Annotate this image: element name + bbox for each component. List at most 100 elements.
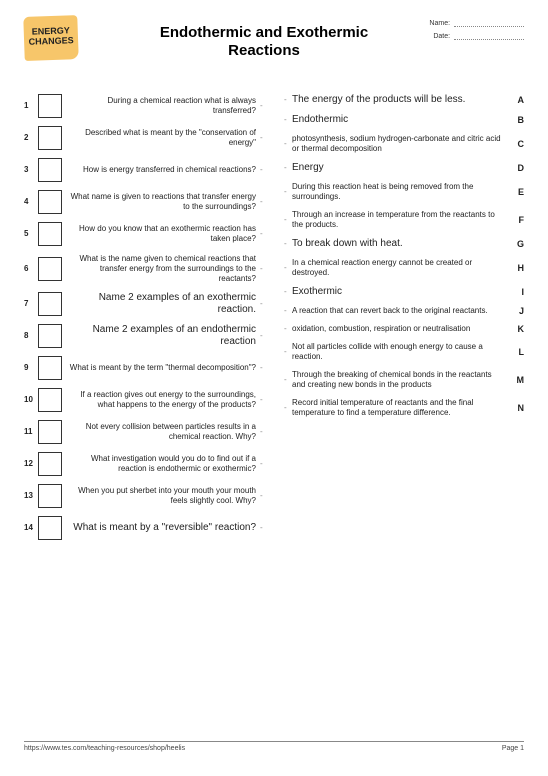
question-number: 8 [24,331,38,341]
answer-dash: - [284,403,292,413]
question-text: Described what is meant by the "conserva… [68,128,258,148]
question-dash: - [258,491,264,501]
answer-dash: - [284,324,292,334]
answer-text: photosynthesis, sodium hydrogen-carbonat… [292,134,510,154]
answer-box[interactable] [38,257,62,281]
footer-url: https://www.tes.com/teaching-resources/s… [24,745,185,752]
question-number: 9 [24,363,38,373]
answer-letter: N [510,403,524,413]
answer-text: Energy [292,162,510,174]
answer-box[interactable] [38,94,62,118]
page-title: Endothermic and Exothermic Reactions [134,24,394,60]
question-row: 11Not every collision between particles … [24,420,264,444]
answer-row: -During this reaction heat is being remo… [284,182,524,202]
question-dash: - [258,101,264,111]
answer-row: -The energy of the products will be less… [284,94,524,106]
logo: ENERGY CHANGES [24,16,78,60]
question-number: 6 [24,264,38,274]
answer-letter: D [510,163,524,173]
question-number: 14 [24,523,38,533]
question-text: Not every collision between particles re… [68,422,258,442]
question-text: What is meant by the term "thermal decom… [68,363,258,373]
answer-row: -EnergyD [284,162,524,174]
question-row: 6What is the name given to chemical reac… [24,254,264,284]
question-dash: - [258,165,264,175]
question-number: 13 [24,491,38,501]
question-number: 7 [24,299,38,309]
answer-letter: A [510,95,524,105]
answer-box[interactable] [38,222,62,246]
answer-box[interactable] [38,420,62,444]
answer-box[interactable] [38,356,62,380]
answer-box[interactable] [38,158,62,182]
answer-row: -photosynthesis, sodium hydrogen-carbona… [284,134,524,154]
answer-text: A reaction that can revert back to the o… [292,306,510,316]
question-text: Name 2 examples of an endothermic reacti… [68,324,258,348]
answer-row: -A reaction that can revert back to the … [284,306,524,316]
answer-dash: - [284,306,292,316]
answer-dash: - [284,115,292,125]
question-text: What name is given to reactions that tra… [68,192,258,212]
answer-box[interactable] [38,484,62,508]
answer-box[interactable] [38,292,62,316]
answer-text: During this reaction heat is being remov… [292,182,510,202]
answer-letter: C [510,139,524,149]
answer-letter: H [510,263,524,273]
question-text: What is meant by a "reversible" reaction… [68,522,258,534]
answer-text: Endothermic [292,114,510,126]
answer-box[interactable] [38,126,62,150]
logo-line2: CHANGES [28,35,73,47]
question-row: 8 Name 2 examples of an endothermic react… [24,324,264,348]
answer-letter: E [510,187,524,197]
question-dash: - [258,299,264,309]
question-text: How do you know that an exothermic react… [68,224,258,244]
answer-text: oxidation, combustion, respiration or ne… [292,324,510,334]
answer-letter: J [510,306,524,316]
question-row: 1During a chemical reaction what is alwa… [24,94,264,118]
question-dash: - [258,264,264,274]
question-row: 4What name is given to reactions that tr… [24,190,264,214]
answer-dash: - [284,239,292,249]
answer-box[interactable] [38,452,62,476]
date-line[interactable] [454,39,524,40]
question-row: 10If a reaction gives out energy to the … [24,388,264,412]
question-row: 13 When you put sherbet into your mouth y… [24,484,264,508]
question-row: 5How do you know that an exothermic reac… [24,222,264,246]
answer-text: The energy of the products will be less. [292,94,510,106]
footer-page: Page 1 [502,745,524,752]
questions-column: 1During a chemical reaction what is alwa… [24,94,264,548]
question-row: 9 What is meant by the term "thermal deco… [24,356,264,380]
name-date-fields: Name: Date: [429,20,524,46]
answer-letter: M [510,375,524,385]
answer-box[interactable] [38,190,62,214]
answer-letter: G [510,239,524,249]
question-dash: - [258,363,264,373]
answer-row: -To break down with heat.G [284,238,524,250]
answer-letter: K [510,324,524,334]
date-label: Date: [433,33,450,40]
answer-dash: - [284,263,292,273]
question-row: 7 Name 2 examples of an exothermic reacti… [24,292,264,316]
question-number: 3 [24,165,38,175]
answer-box[interactable] [38,324,62,348]
answer-box[interactable] [38,388,62,412]
answer-dash: - [284,163,292,173]
answer-dash: - [284,375,292,385]
answer-dash: - [284,139,292,149]
question-row: 14 What is meant by a "reversible" reacti… [24,516,264,540]
question-dash: - [258,197,264,207]
answer-box[interactable] [38,516,62,540]
answer-row: -EndothermicB [284,114,524,126]
question-text: What investigation would you do to find … [68,454,258,474]
name-line[interactable] [454,26,524,27]
header: ENERGY CHANGES Endothermic and Exothermi… [24,16,524,76]
question-text: Name 2 examples of an exothermic reactio… [68,292,258,316]
answer-dash: - [284,347,292,357]
question-text: When you put sherbet into your mouth you… [68,486,258,506]
question-number: 10 [24,395,38,405]
content-columns: 1During a chemical reaction what is alwa… [24,94,524,548]
answer-dash: - [284,95,292,105]
answer-dash: - [284,287,292,297]
answer-dash: - [284,187,292,197]
worksheet-page: ENERGY CHANGES Endothermic and Exothermi… [0,0,548,776]
